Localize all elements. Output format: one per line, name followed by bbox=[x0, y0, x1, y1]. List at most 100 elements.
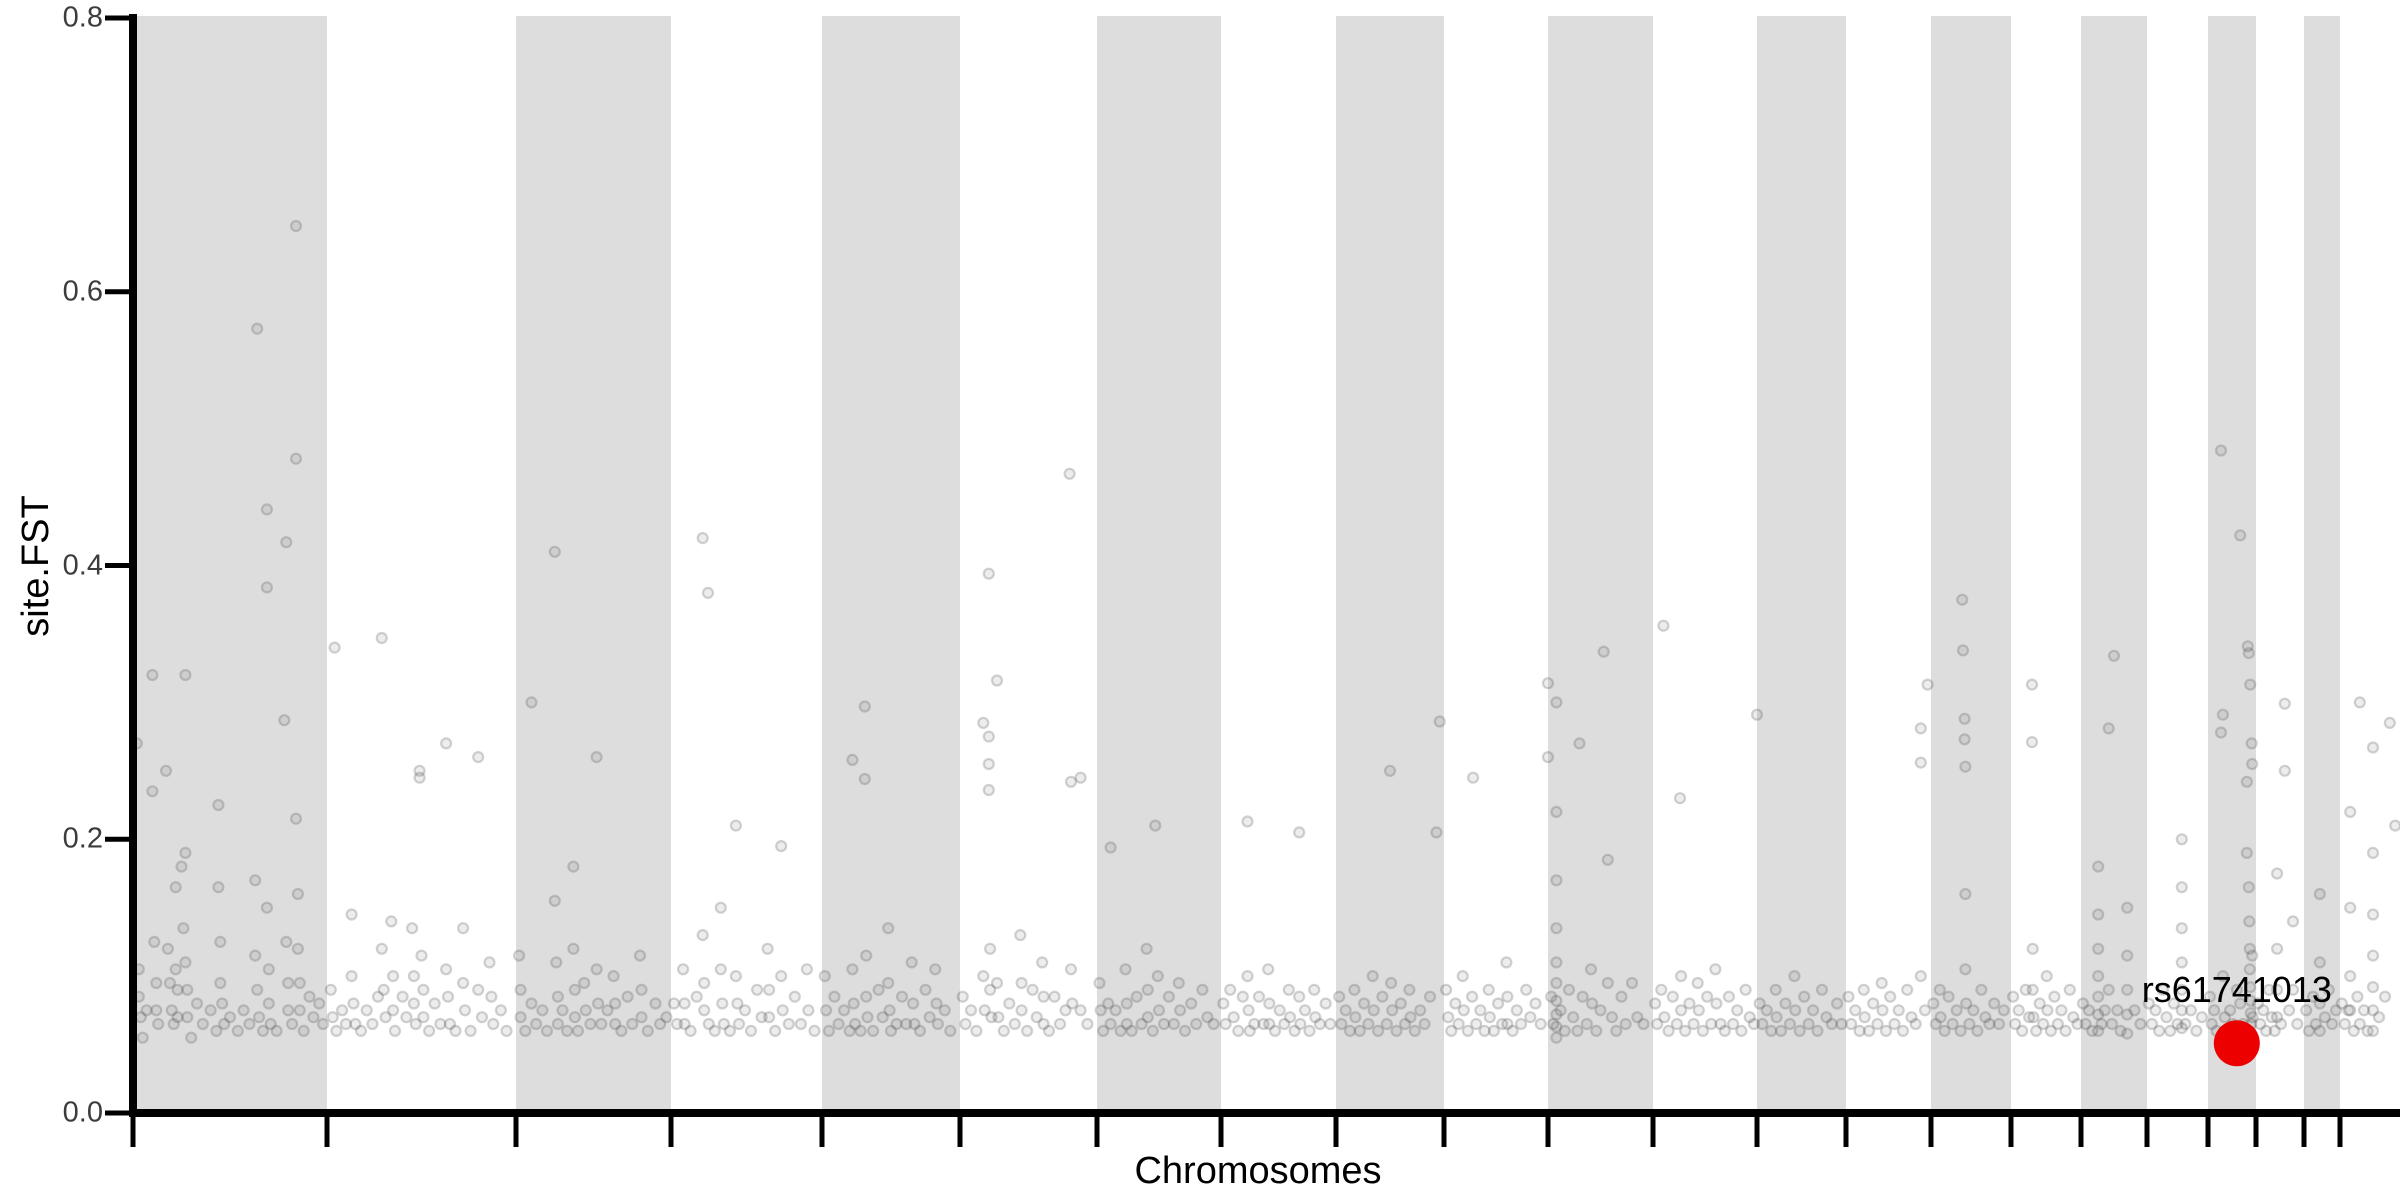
snp-point bbox=[483, 956, 496, 969]
snp-point bbox=[1753, 997, 1766, 1010]
snp-point bbox=[1726, 1017, 1740, 1031]
snp-point bbox=[1714, 1017, 1727, 1031]
snp-point bbox=[1366, 969, 1379, 983]
snp-point bbox=[690, 990, 703, 1003]
snp-point bbox=[264, 1017, 277, 1031]
snp-point bbox=[641, 1024, 654, 1038]
snp-point bbox=[1789, 1004, 1802, 1017]
snp-point bbox=[1534, 1017, 1547, 1031]
snp-point bbox=[2023, 1011, 2036, 1024]
snp-point bbox=[1439, 983, 1453, 996]
snp-point bbox=[670, 1017, 684, 1031]
snp-point bbox=[2214, 726, 2228, 739]
snp-point bbox=[280, 536, 293, 549]
snp-point bbox=[997, 1024, 1010, 1038]
snp-point bbox=[1273, 1004, 1286, 1017]
snp-point bbox=[992, 1011, 1005, 1024]
x-tick bbox=[130, 1117, 136, 1147]
snp-point bbox=[413, 771, 426, 784]
snp-point bbox=[1333, 990, 1346, 1003]
snp-point bbox=[723, 1024, 737, 1038]
snp-point bbox=[930, 997, 943, 1010]
snp-point bbox=[494, 1004, 507, 1017]
snp-point bbox=[1594, 1004, 1607, 1017]
snp-point bbox=[1457, 1004, 1470, 1017]
x-tick bbox=[1094, 1117, 1100, 1147]
y-tick-label: 0.6 bbox=[62, 275, 103, 308]
snp-point bbox=[212, 881, 225, 894]
snp-point bbox=[905, 956, 918, 969]
snp-point bbox=[860, 990, 873, 1003]
snp-point bbox=[701, 586, 715, 600]
snp-point bbox=[2190, 1024, 2203, 1038]
x-tick bbox=[957, 1117, 963, 1147]
x-axis-title: Chromosomes bbox=[1134, 1150, 1382, 1192]
snp-point bbox=[1157, 1017, 1171, 1031]
snp-point bbox=[2268, 1024, 2281, 1038]
snp-point bbox=[1102, 997, 1115, 1010]
snp-point bbox=[406, 922, 419, 935]
snp-point bbox=[2271, 867, 2284, 880]
snp-point bbox=[2271, 1011, 2284, 1024]
snp-point bbox=[1793, 1024, 1806, 1038]
snp-point bbox=[260, 503, 273, 516]
snp-point bbox=[2260, 1024, 2273, 1038]
snp-point bbox=[1461, 1024, 1475, 1038]
snp-point bbox=[1739, 983, 1752, 996]
snp-point bbox=[882, 922, 895, 935]
snp-point bbox=[2121, 1008, 2134, 1021]
snp-point bbox=[540, 1024, 554, 1038]
snp-point bbox=[1896, 1024, 1910, 1038]
snp-point bbox=[2242, 881, 2255, 894]
snp-point bbox=[2313, 997, 2326, 1010]
chromosome-band bbox=[516, 16, 671, 1109]
y-tick-label: 0.2 bbox=[62, 822, 103, 855]
snp-point bbox=[231, 1024, 244, 1038]
snp-point bbox=[1735, 1024, 1748, 1038]
snp-point bbox=[1449, 997, 1462, 1010]
snp-point bbox=[1423, 990, 1437, 1003]
snp-point bbox=[1380, 1017, 1393, 1031]
snp-point bbox=[2145, 1017, 2158, 1031]
snp-point bbox=[929, 963, 942, 976]
snp-point bbox=[2366, 1004, 2380, 1017]
snp-point bbox=[1718, 1024, 1731, 1038]
snp-point bbox=[1750, 708, 1764, 721]
snp-point bbox=[179, 668, 192, 682]
snp-point bbox=[1590, 1024, 1603, 1038]
snp-point bbox=[822, 1024, 836, 1038]
snp-point bbox=[2366, 741, 2380, 754]
snp-point bbox=[551, 1017, 565, 1031]
snp-point bbox=[2071, 1017, 2084, 1031]
snp-point bbox=[1263, 997, 1276, 1010]
snp-point bbox=[2098, 1004, 2111, 1017]
y-axis-line bbox=[129, 14, 137, 1117]
snp-point bbox=[2175, 956, 2188, 969]
snp-point bbox=[152, 1017, 165, 1031]
snp-point bbox=[1674, 969, 1688, 983]
snp-point bbox=[1141, 983, 1154, 996]
y-tick-label: 0.8 bbox=[62, 1, 103, 34]
snp-point bbox=[1059, 1004, 1072, 1017]
snp-point bbox=[2246, 1011, 2259, 1024]
snp-point bbox=[2241, 640, 2254, 653]
snp-point bbox=[708, 1024, 721, 1038]
snp-point bbox=[2344, 805, 2357, 819]
snp-point bbox=[1550, 1008, 1563, 1021]
snp-point bbox=[548, 545, 561, 558]
snp-point bbox=[2048, 990, 2061, 1003]
snp-point bbox=[1960, 997, 1973, 1010]
snp-point bbox=[1487, 1024, 1501, 1038]
snp-point bbox=[2059, 1024, 2072, 1038]
snp-point bbox=[167, 1017, 180, 1031]
snp-point bbox=[136, 1031, 149, 1044]
snp-point bbox=[607, 969, 620, 983]
snp-point bbox=[1514, 1017, 1528, 1031]
snp-point bbox=[2246, 949, 2259, 962]
snp-point bbox=[1679, 1024, 1692, 1038]
snp-point bbox=[738, 1004, 752, 1017]
snp-point bbox=[2121, 949, 2134, 962]
snp-point bbox=[2208, 1004, 2221, 1017]
chromosome-band bbox=[133, 16, 327, 1109]
snp-point bbox=[684, 1024, 697, 1038]
